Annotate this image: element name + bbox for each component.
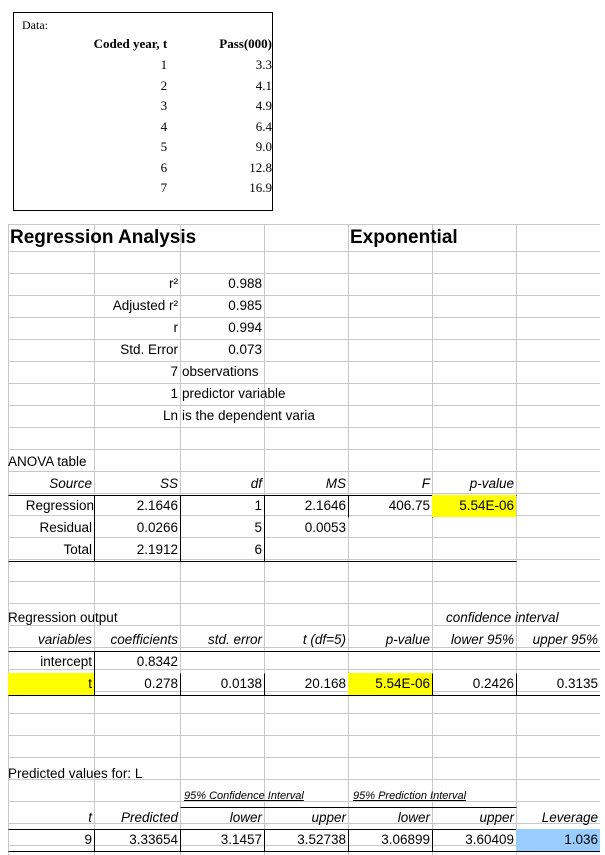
r-value: 0.994 — [228, 320, 262, 335]
anova-residual-ms: 0.0053 — [304, 520, 346, 535]
data-row: 7 16.9 — [42, 178, 272, 199]
regout-title: Regression output — [8, 610, 118, 625]
data-pass-cell: 4.9 — [255, 98, 272, 114]
pred-header-t: t — [88, 810, 92, 825]
pred-header-leverage: Leverage — [541, 810, 598, 825]
pred-ci-label: 95% Confidence Interval — [184, 790, 304, 802]
regout-t-coef: 0.278 — [144, 676, 178, 691]
observations-count: 7 — [170, 364, 178, 379]
regout-intercept-label: intercept — [40, 654, 92, 669]
regout-header-variables: variables — [37, 632, 92, 647]
data-box: Data: Coded year, t Pass(000) 1 3.3 2 4.1 3 4… — [13, 12, 273, 211]
r-squared-value: 0.988 — [228, 276, 262, 291]
pred-ci-upper: 3.52738 — [297, 832, 346, 847]
pred-leverage: 1.036 — [516, 829, 600, 851]
data-row: 4 6.4 — [42, 117, 272, 138]
regout-header-coefficients: coefficients — [110, 632, 178, 647]
pred-title: Predicted values for: L — [8, 766, 143, 781]
data-row: 6 12.8 — [42, 158, 272, 179]
data-year-cell: 7 — [160, 180, 168, 196]
pred-header-predicted: Predicted — [120, 810, 178, 825]
data-year-cell: 5 — [160, 139, 168, 155]
regout-header-t: t (df=5) — [302, 632, 346, 647]
anova-residual-label: Residual — [39, 520, 92, 535]
anova-total-label: Total — [63, 542, 92, 557]
data-year-cell: 2 — [160, 77, 168, 93]
regout-t-tstat: 20.168 — [304, 676, 346, 691]
anova-residual-df: 5 — [254, 520, 262, 535]
anova-regression-ss: 2.1646 — [136, 498, 178, 513]
r-label: r — [173, 320, 179, 335]
pred-header-pi-upper: upper — [479, 810, 514, 825]
data-pass-cell: 3.3 — [255, 57, 272, 73]
regout-header-pvalue: p-value — [385, 632, 430, 647]
anova-regression-pvalue: 5.54E-06 — [432, 495, 516, 517]
pred-header-ci-lower: lower — [229, 810, 262, 825]
regout-t-pvalue: 5.54E-06 — [348, 673, 432, 695]
dependent-text: is the dependent varia — [182, 408, 315, 423]
regout-header-stderr: std. error — [207, 632, 262, 647]
anova-header-pvalue: p-value — [469, 476, 514, 491]
regout-t-lower: 0.2426 — [472, 676, 514, 691]
pred-pi-label: 95% Prediction Interval — [353, 790, 467, 802]
anova-header-source: Source — [49, 476, 92, 491]
anova-header-df: df — [250, 476, 262, 491]
data-label: Data: — [22, 18, 48, 32]
regout-t-stderr: 0.0138 — [220, 676, 262, 691]
data-row: 3 4.9 — [42, 96, 272, 117]
data-row: 1 3.3 — [42, 55, 272, 76]
anova-total-df: 6 — [254, 542, 262, 557]
anova-title: ANOVA table — [8, 454, 87, 469]
data-pass-cell: 4.1 — [255, 77, 272, 93]
anova-regression-df: 1 — [254, 498, 262, 513]
pred-header-pi-lower: lower — [397, 810, 430, 825]
pred-header-ci-upper: upper — [311, 810, 346, 825]
observations-text: observations — [182, 364, 259, 379]
adj-r-squared-label: Adjusted r² — [112, 298, 178, 313]
pred-pi-upper: 3.60409 — [465, 832, 514, 847]
regout-ci-title: confidence interval — [446, 610, 559, 625]
pred-t: 9 — [84, 832, 92, 847]
anova-header-f: F — [421, 476, 430, 491]
regout-header-lower: 95% lower — [450, 632, 514, 647]
data-table: Coded year, t Pass(000) 1 3.3 2 4.1 3 4.9 4 6.4… — [42, 35, 272, 199]
regout-header-upper: 95% upper — [532, 632, 598, 647]
pred-predicted: 3.33654 — [129, 832, 178, 847]
anova-header-ms: MS — [325, 476, 346, 491]
regout-t-label: t — [8, 673, 94, 695]
dependent-var: Ln — [162, 408, 178, 423]
data-header-year: Coded year, t — [93, 36, 168, 51]
model-type: Exponential — [350, 227, 458, 248]
sheet-title: Regression Analysis — [10, 227, 197, 248]
data-year-cell: 4 — [160, 118, 168, 134]
data-pass-cell: 6.4 — [255, 118, 272, 134]
adj-r-squared-value: 0.985 — [228, 298, 262, 313]
anova-header-ss: SS — [159, 476, 178, 491]
data-row: 5 9.0 — [42, 137, 272, 158]
std-error-value: 0.073 — [228, 342, 262, 357]
regression-sheet: Regression Analysis Exponential r² 0.988… — [8, 224, 600, 855]
std-error-label: Std. Error — [120, 342, 178, 357]
data-year-cell: 1 — [160, 57, 168, 73]
r-squared-label: r² — [169, 276, 178, 291]
data-pass-cell: 12.8 — [249, 159, 272, 175]
anova-residual-ss: 0.0266 — [136, 520, 178, 535]
data-row: 2 4.1 — [42, 76, 272, 97]
pred-pi-lower: 3.06899 — [381, 832, 430, 847]
anova-regression-label: Regression — [25, 498, 94, 513]
pred-ci-lower: 3.1457 — [220, 832, 262, 847]
anova-regression-ms: 2.1646 — [304, 498, 346, 513]
regout-intercept-coef: 0.8342 — [136, 654, 178, 669]
predictor-count: 1 — [170, 386, 178, 401]
anova-total-ss: 2.1912 — [136, 542, 178, 557]
data-year-cell: 3 — [160, 98, 168, 114]
data-pass-cell: 9.0 — [255, 139, 272, 155]
data-pass-cell: 16.9 — [249, 180, 272, 196]
data-year-cell: 6 — [160, 159, 168, 175]
regout-t-upper: 0.3135 — [556, 676, 598, 691]
data-header-pass: Pass(000) — [219, 36, 272, 51]
anova-regression-f: 406.75 — [388, 498, 430, 513]
predictor-text: predictor variable — [182, 386, 286, 401]
